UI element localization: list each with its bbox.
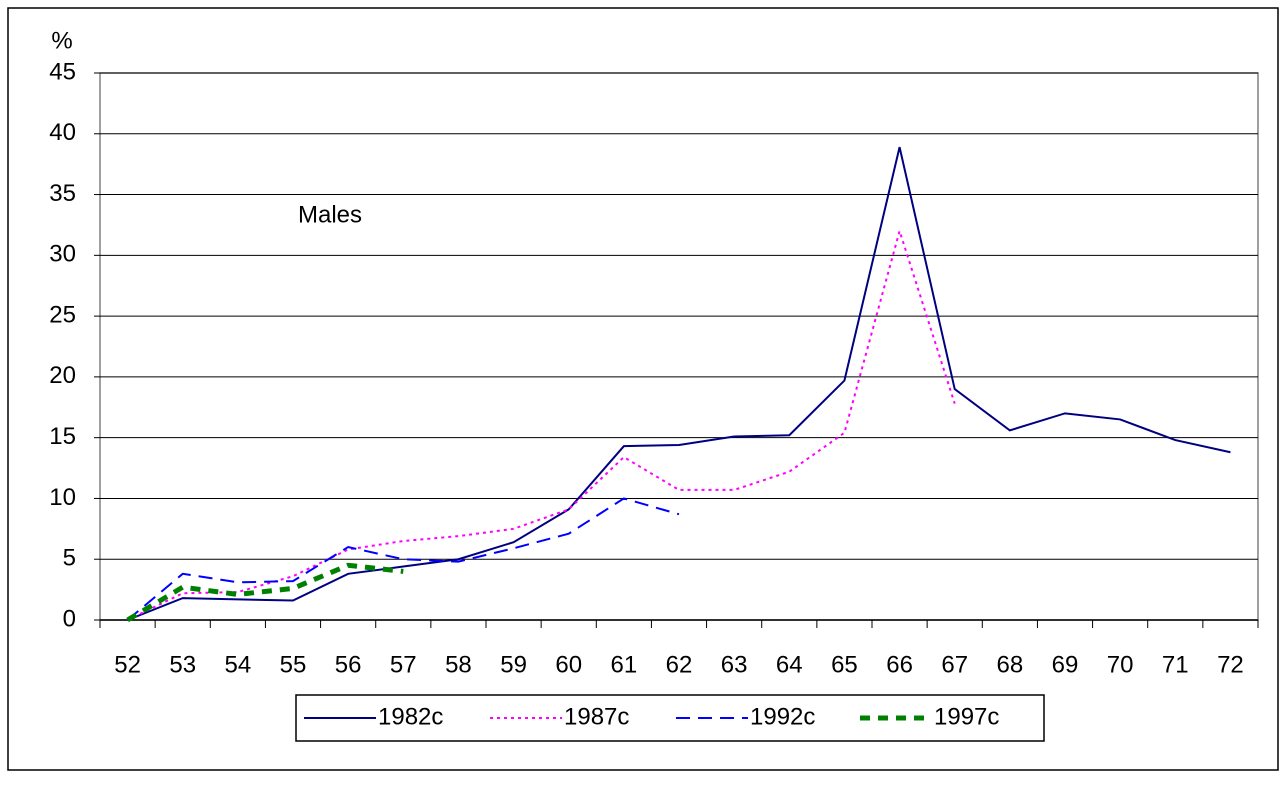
y-tick-label: 20 [49,362,76,389]
y-tick-label: 45 [49,58,76,85]
x-tick-label: 69 [1052,651,1079,678]
x-tick-label: 56 [335,651,362,678]
x-tick-label: 52 [114,651,141,678]
y-tick-label: 15 [49,423,76,450]
legend-label: 1987c [564,703,629,730]
x-tick-label: 66 [886,651,913,678]
x-tick-label: 67 [941,651,968,678]
x-tick-label: 60 [555,651,582,678]
x-tick-label: 68 [997,651,1024,678]
x-tick-label: 62 [666,651,693,678]
y-tick-label: 35 [49,180,76,207]
x-tick-label: 55 [280,651,307,678]
y-tick-label: 30 [49,241,76,268]
series-line [127,146,1231,621]
series-line [126,562,404,623]
x-tick-label: 53 [169,651,196,678]
series-line [126,497,680,621]
x-tick-label: 72 [1217,651,1244,678]
x-tick-label: 63 [721,651,748,678]
y-tick-label: 40 [49,119,76,146]
legend-label: 1992c [750,703,815,730]
x-tick-label: 61 [611,651,638,678]
y-tick-label: 5 [63,545,76,572]
x-tick-label: 58 [445,651,472,678]
legend-label: 1997c [934,703,999,730]
x-tick-label: 54 [225,651,252,678]
x-tick-label: 65 [831,651,858,678]
legend-label: 1982c [378,703,443,730]
y-tick-label: 25 [49,301,76,328]
y-tick-label: 10 [49,484,76,511]
y-axis-label: % [51,27,72,54]
x-tick-label: 57 [390,651,417,678]
y-tick-label: 0 [63,605,76,632]
x-tick-label: 71 [1162,651,1189,678]
x-tick-label: 70 [1107,651,1134,678]
x-tick-label: 59 [500,651,527,678]
x-tick-label: 64 [776,651,803,678]
annotation: Males [298,201,362,228]
plot-area [99,72,1259,621]
